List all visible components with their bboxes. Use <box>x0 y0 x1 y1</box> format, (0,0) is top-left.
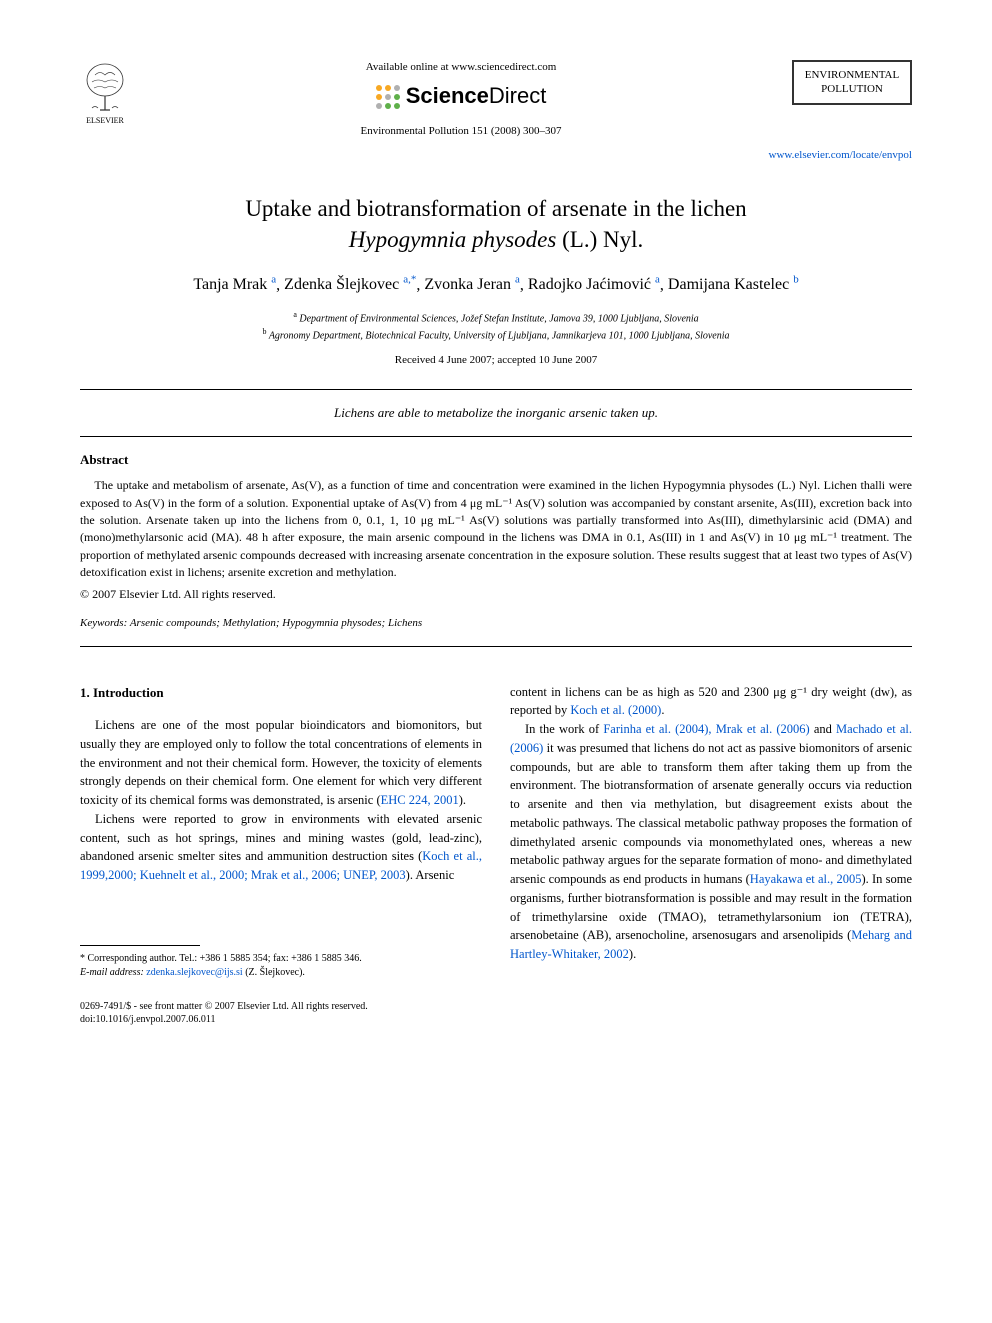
elsevier-logo: ELSEVIER <box>80 60 130 126</box>
sciencedirect-logo: ScienceDirect <box>130 81 792 112</box>
author: Tanja Mrak a <box>193 276 276 293</box>
title-species: Hypogymnia physodes <box>349 227 557 252</box>
author: Zvonka Jeran a <box>424 276 520 293</box>
sd-light: Direct <box>489 83 546 108</box>
journal-box-line2: POLLUTION <box>802 82 902 96</box>
intro-para-1: Lichens are one of the most popular bioi… <box>80 716 482 810</box>
author: Radojko Jaćimović a <box>528 276 660 293</box>
elsevier-label: ELSEVIER <box>86 115 124 126</box>
affiliation-a: a Department of Environmental Sciences, … <box>80 309 912 326</box>
abstract-copyright: © 2007 Elsevier Ltd. All rights reserved… <box>80 586 912 603</box>
title-rest: (L.) Nyl. <box>556 227 643 252</box>
sd-dot <box>376 85 382 91</box>
citation-link[interactable]: Hayakawa et al., 2005 <box>750 872 862 886</box>
front-matter: 0269-7491/$ - see front matter © 2007 El… <box>80 1000 482 1013</box>
divider <box>80 436 912 437</box>
right-column: content in lichens can be as high as 520… <box>510 683 912 1026</box>
affiliations: a Department of Environmental Sciences, … <box>80 309 912 344</box>
body-columns: 1. Introduction Lichens are one of the m… <box>80 683 912 1026</box>
sd-dot <box>385 103 391 109</box>
sciencedirect-dots-icon <box>376 85 400 109</box>
journal-box-line1: ENVIRONMENTAL <box>802 68 902 82</box>
author: Zdenka Šlejkovec a,* <box>284 276 416 293</box>
corresponding-author-footnote: * Corresponding author. Tel.: +386 1 588… <box>80 952 482 980</box>
article-title: Uptake and biotransformation of arsenate… <box>120 193 872 255</box>
keywords: Keywords: Arsenic compounds; Methylation… <box>80 616 912 631</box>
footnote-email-link[interactable]: zdenka.slejkovec@ijs.si <box>146 967 242 978</box>
intro-para-2: Lichens were reported to grow in environ… <box>80 810 482 885</box>
sd-dot <box>394 94 400 100</box>
sd-dot <box>385 94 391 100</box>
header-row: ELSEVIER Available online at www.science… <box>80 60 912 140</box>
keywords-label: Keywords: <box>80 617 127 629</box>
sd-dot <box>385 85 391 91</box>
journal-citation: Environmental Pollution 151 (2008) 300–3… <box>130 124 792 139</box>
sd-dot <box>376 103 382 109</box>
sd-dot <box>394 103 400 109</box>
right-continuation: content in lichens can be as high as 520… <box>510 683 912 721</box>
footnote-email-row: E-mail address: zdenka.slejkovec@ijs.si … <box>80 966 482 980</box>
doi: doi:10.1016/j.envpol.2007.06.011 <box>80 1013 482 1026</box>
affiliation-b: b Agronomy Department, Biotechnical Facu… <box>80 326 912 343</box>
tagline: Lichens are able to metabolize the inorg… <box>80 390 912 436</box>
left-column: 1. Introduction Lichens are one of the m… <box>80 683 482 1026</box>
title-line1: Uptake and biotransformation of arsenate… <box>245 196 746 221</box>
center-header: Available online at www.sciencedirect.co… <box>130 60 792 140</box>
footnote-divider <box>80 945 200 946</box>
journal-box: ENVIRONMENTAL POLLUTION <box>792 60 912 105</box>
citation-link[interactable]: Koch et al. (2000) <box>570 703 661 717</box>
introduction-heading: 1. Introduction <box>80 683 482 703</box>
citation-link[interactable]: EHC 224, 2001 <box>381 793 459 807</box>
article-dates: Received 4 June 2007; accepted 10 June 2… <box>80 353 912 368</box>
sd-bold: Science <box>406 83 489 108</box>
sd-dot <box>394 85 400 91</box>
available-online-text: Available online at www.sciencedirect.co… <box>130 60 792 75</box>
elsevier-tree-icon <box>80 60 130 115</box>
footnote-corr: * Corresponding author. Tel.: +386 1 588… <box>80 952 482 966</box>
keywords-text: Arsenic compounds; Methylation; Hypogymn… <box>127 617 422 629</box>
authors-list: Tanja Mrak a, Zdenka Šlejkovec a,*, Zvon… <box>80 273 912 297</box>
sciencedirect-text: ScienceDirect <box>406 81 547 112</box>
citation-link[interactable]: Farinha et al. (2004), Mrak et al. (2006… <box>603 722 809 736</box>
journal-url-link[interactable]: www.elsevier.com/locate/envpol <box>80 148 912 163</box>
divider <box>80 646 912 647</box>
right-para-2: In the work of Farinha et al. (2004), Mr… <box>510 720 912 964</box>
abstract-body: The uptake and metabolism of arsenate, A… <box>80 477 912 581</box>
bottom-publisher-info: 0269-7491/$ - see front matter © 2007 El… <box>80 1000 482 1026</box>
author: Damijana Kastelec b <box>668 276 799 293</box>
abstract-heading: Abstract <box>80 451 912 469</box>
sd-dot <box>376 94 382 100</box>
